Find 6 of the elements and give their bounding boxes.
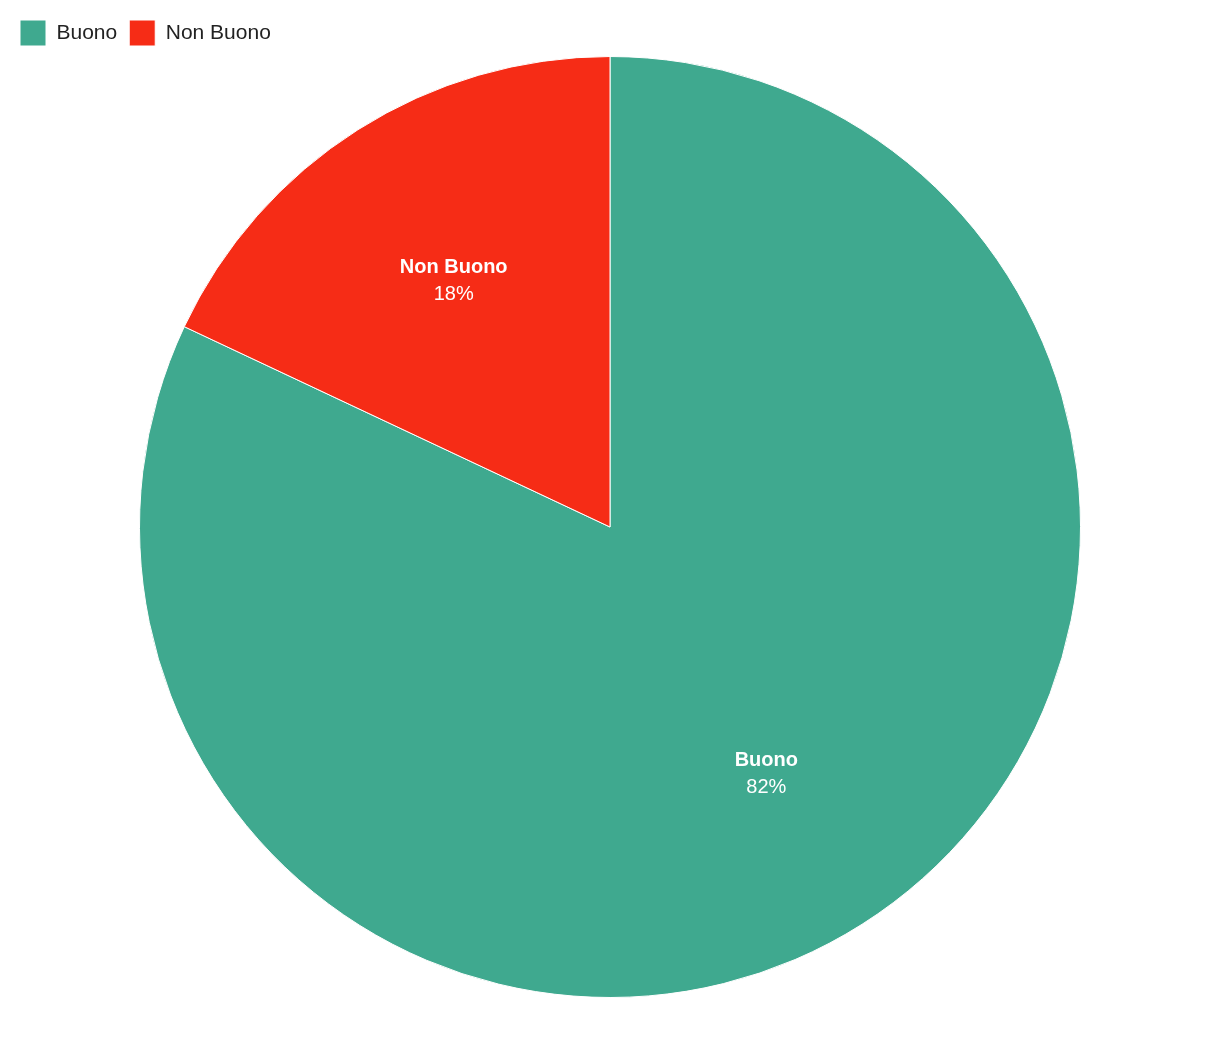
legend-label: Non Buono: [165, 19, 271, 43]
slice-label: Buono: [734, 747, 798, 770]
data-label: 18%: [433, 282, 474, 305]
slice-label: Non Buono: [399, 255, 508, 278]
legend-label: Buono: [56, 19, 118, 43]
data-label: 82%: [746, 774, 787, 797]
